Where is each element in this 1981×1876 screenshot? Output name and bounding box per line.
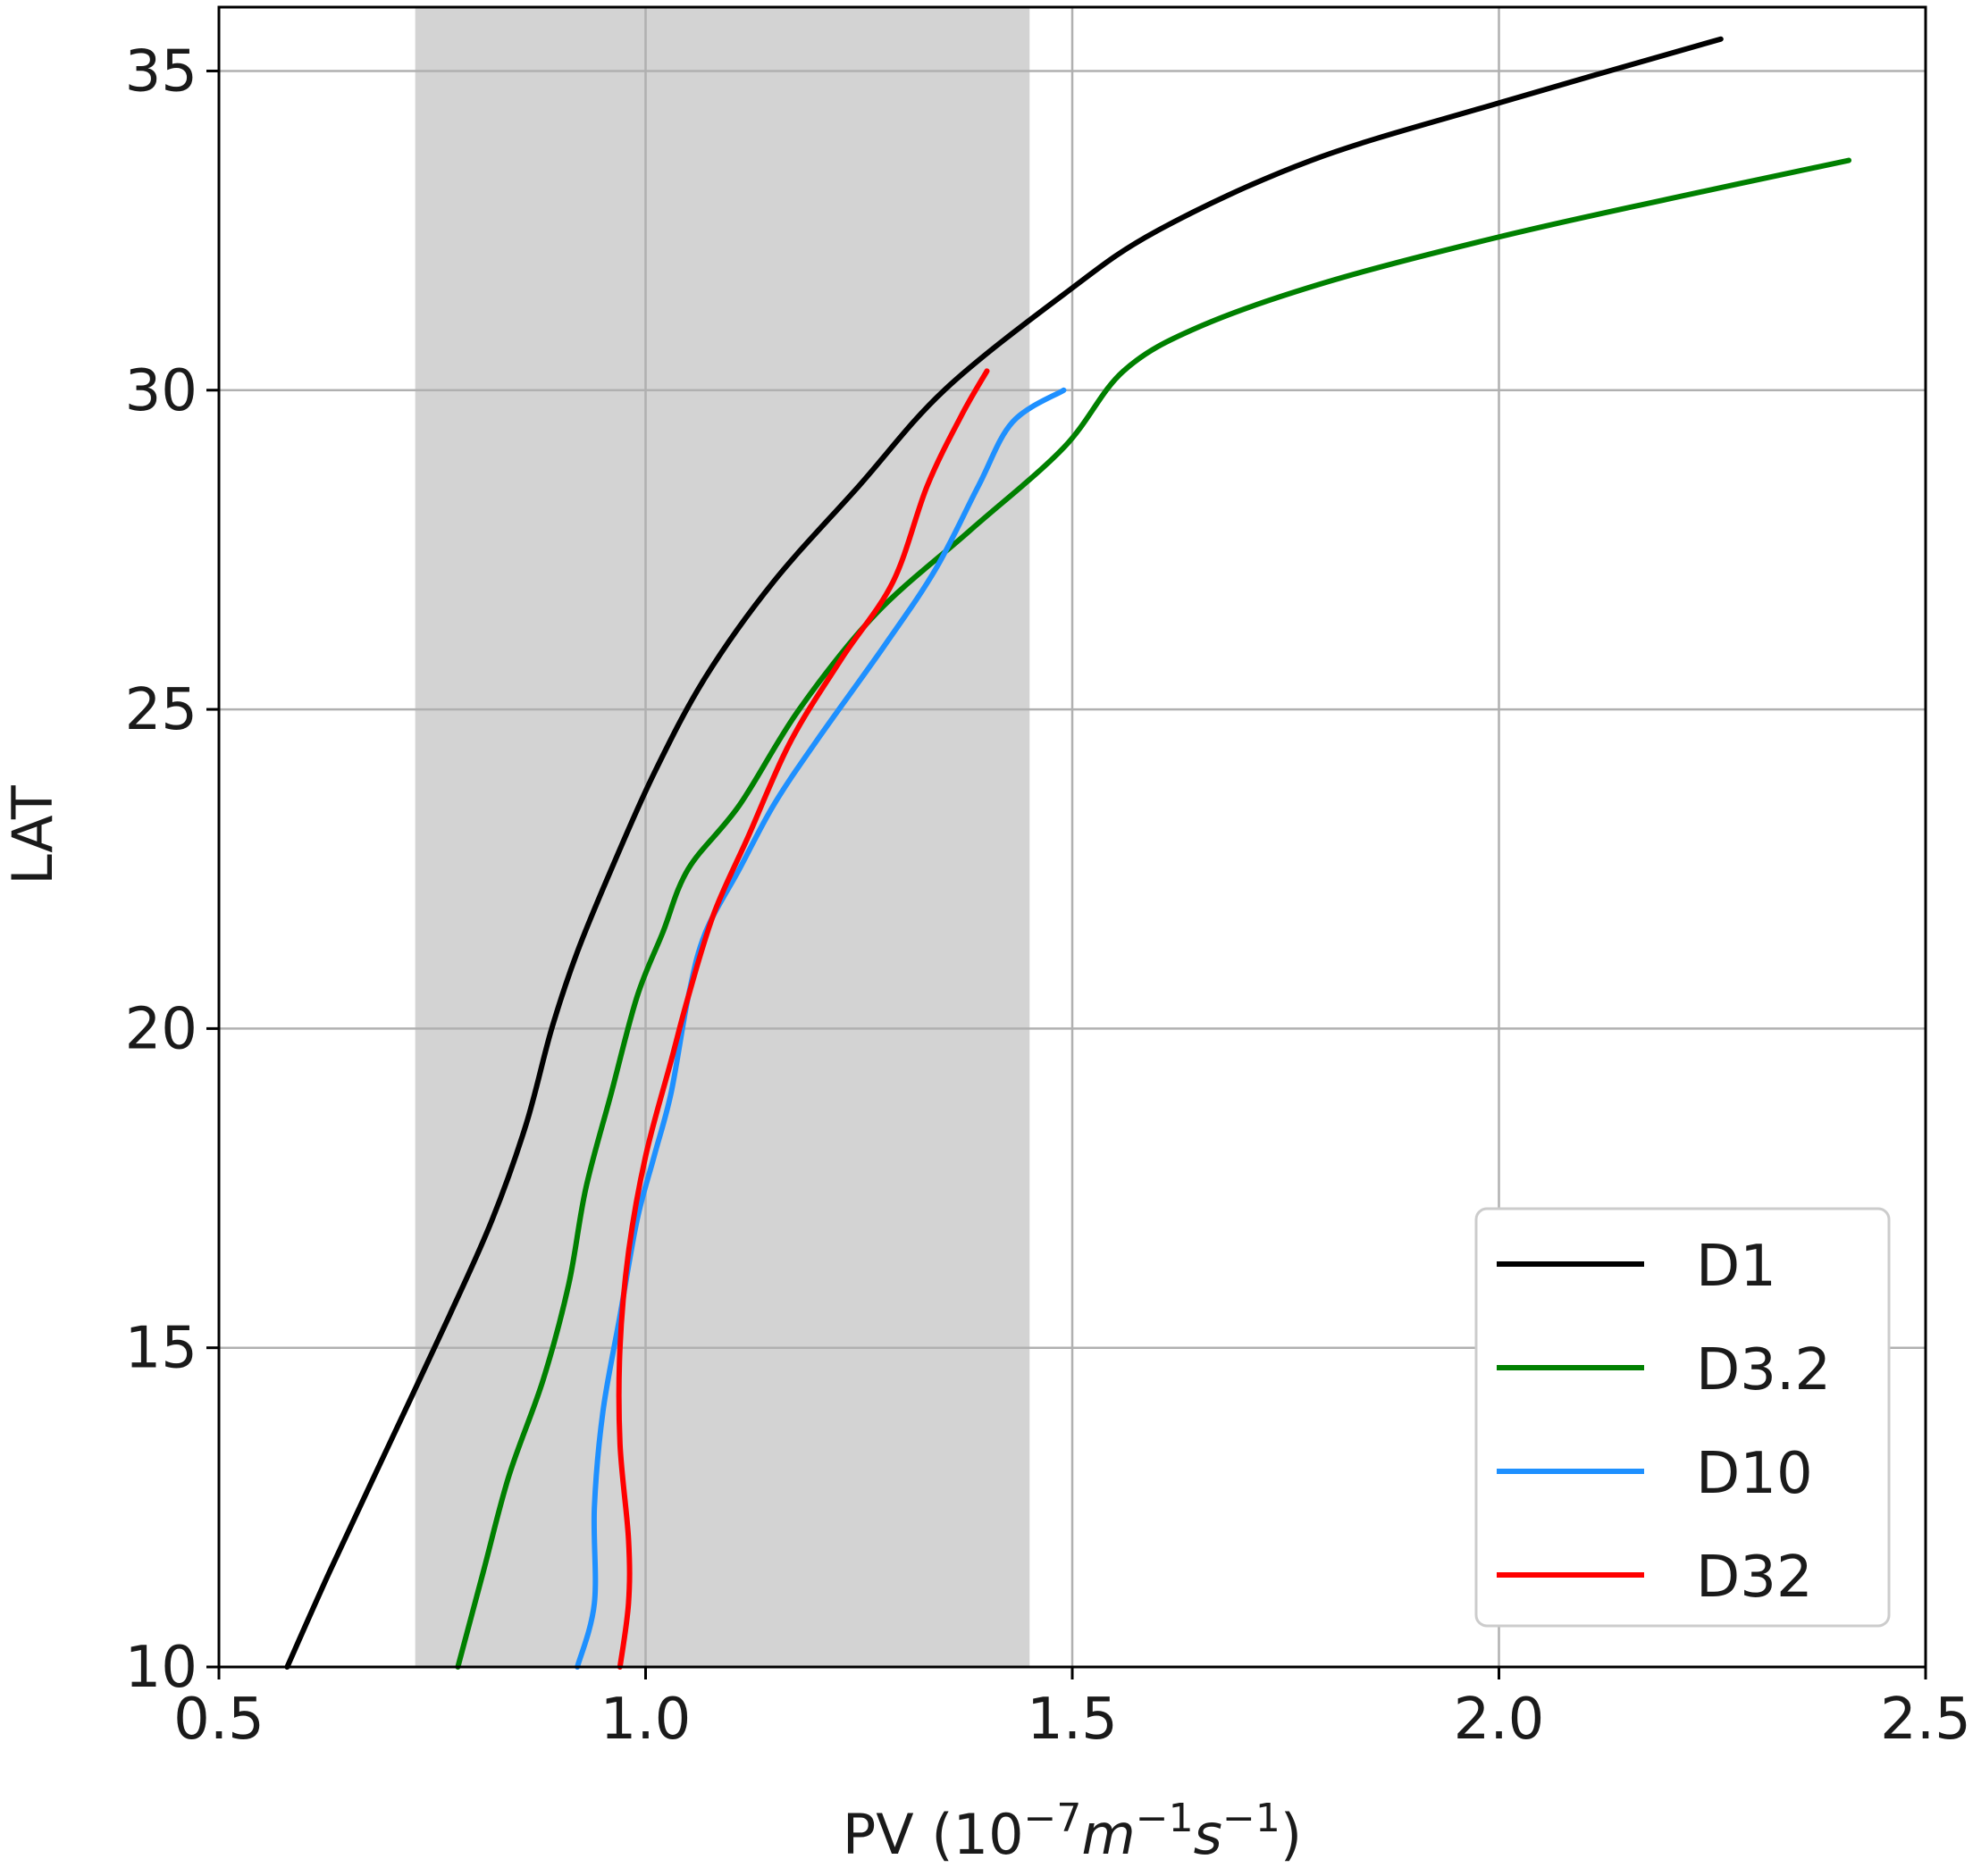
x-tick-label: 1.5 (1027, 1687, 1118, 1753)
x-axis-label-unit-m: m (1081, 1802, 1135, 1867)
x-tick-label: 2.0 (1454, 1687, 1545, 1753)
series-line-d32 (616, 368, 990, 1670)
series-lines (284, 36, 1852, 1670)
legend-box (1474, 1207, 1891, 1628)
y-ticks: 10 15 20 25 30 35 (125, 38, 219, 1701)
y-tick-label: 25 (125, 677, 197, 743)
y-tick-label: 20 (125, 996, 197, 1062)
y-tick-label: 30 (125, 358, 197, 424)
legend: D1 D3.2 D10 D32 (1474, 1207, 1891, 1628)
x-tick-label: 0.5 (173, 1687, 264, 1753)
y-axis-label: LAT (0, 784, 65, 885)
y-tick-label: 35 (125, 38, 197, 105)
x-axis-label-exponent-2: −1 (1136, 1796, 1194, 1841)
y-tick-label: 10 (125, 1635, 197, 1701)
y-tick-label: 15 (125, 1316, 197, 1382)
x-axis-label-unit-s: s (1194, 1802, 1222, 1867)
series-line-d3-2 (455, 157, 1852, 1670)
x-ticks: 0.5 1.0 1.5 2.0 2.5 (173, 1667, 1971, 1753)
x-axis-label: PV (10−7m−1s−1) (843, 1796, 1302, 1868)
x-axis-label-suffix: ) (1280, 1802, 1302, 1867)
shaded-band (415, 7, 1030, 1667)
x-axis-label-prefix: PV (10 (843, 1802, 1024, 1867)
legend-items: D1 D3.2 D10 D32 (1497, 1234, 1831, 1611)
x-axis-label-exponent-3: −1 (1222, 1796, 1280, 1841)
x-tick-label: 2.5 (1880, 1687, 1971, 1753)
legend-label: D10 (1696, 1441, 1813, 1507)
x-axis-label-exponent-1: −7 (1024, 1796, 1082, 1841)
series-line-d1 (284, 36, 1724, 1670)
legend-label: D32 (1696, 1545, 1813, 1611)
legend-label: D3.2 (1696, 1337, 1831, 1403)
grid-lines (217, 7, 1927, 1669)
legend-label: D1 (1696, 1234, 1776, 1300)
x-tick-label: 1.0 (600, 1687, 692, 1753)
